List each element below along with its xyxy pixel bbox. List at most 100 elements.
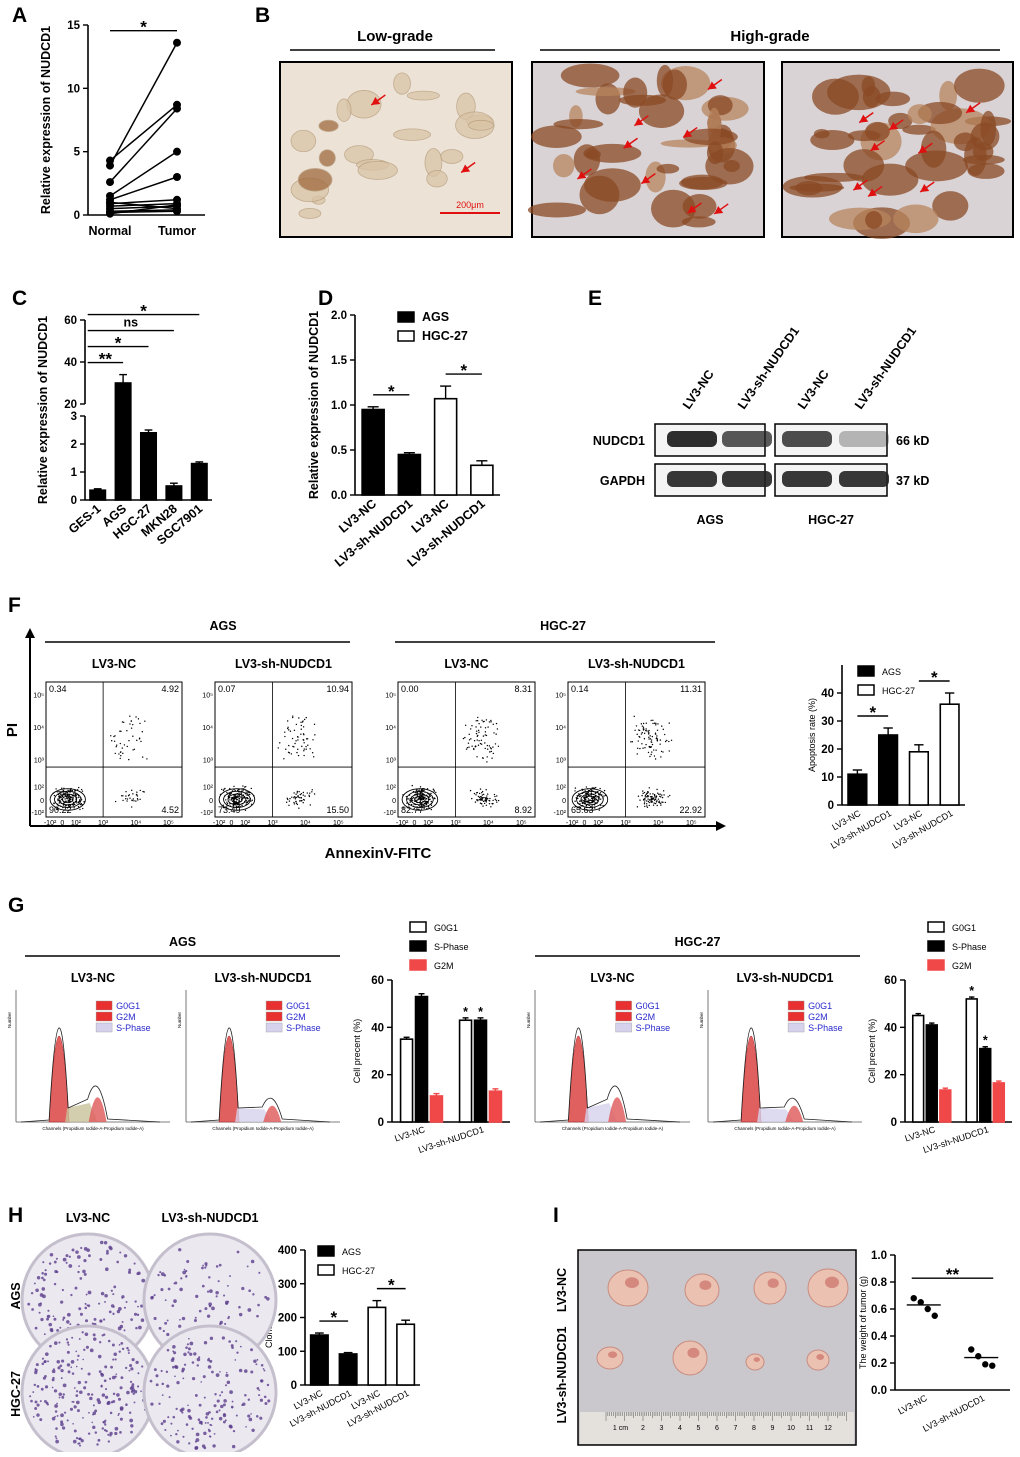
arrow-head [641, 175, 651, 184]
cell-label: AGS [696, 513, 723, 527]
colony [103, 1379, 107, 1383]
event [484, 747, 486, 750]
colony [238, 1368, 243, 1373]
event [486, 744, 489, 747]
event [631, 741, 634, 743]
event [298, 807, 300, 809]
colony [119, 1406, 124, 1411]
event [583, 796, 585, 798]
event [496, 801, 498, 803]
tissue [683, 128, 738, 146]
colony [162, 1329, 165, 1333]
tissue [336, 98, 352, 122]
flow-tick-label: 10⁴ [653, 820, 664, 827]
colony [103, 1240, 108, 1245]
tumor [745, 1353, 765, 1371]
legend-swatch [397, 311, 415, 323]
colony [183, 1268, 186, 1271]
event [135, 716, 137, 718]
event [423, 807, 425, 809]
colony [47, 1360, 49, 1363]
colony [72, 1400, 75, 1403]
event [644, 805, 646, 808]
event [649, 799, 651, 801]
event [146, 758, 148, 760]
colony [231, 1406, 234, 1409]
event [123, 744, 126, 746]
legend-swatch [397, 330, 415, 342]
event [653, 749, 655, 751]
hist-y-label: Number [699, 1012, 704, 1029]
y-tick-label: 60 [884, 975, 897, 987]
colony [251, 1428, 255, 1433]
contour [227, 793, 247, 806]
event [126, 745, 128, 748]
colony [209, 1435, 212, 1438]
y-tick-label: 0 [291, 1380, 297, 1392]
event [74, 790, 76, 792]
event [69, 797, 72, 799]
colony [97, 1400, 102, 1405]
colony [201, 1284, 205, 1288]
event [418, 804, 420, 807]
event [420, 799, 422, 801]
x-tick-label: Tumor [158, 224, 196, 238]
blot-band [782, 471, 832, 487]
event [492, 746, 494, 748]
colony [104, 1395, 109, 1399]
point [106, 209, 114, 218]
colony [232, 1429, 236, 1433]
colony [219, 1371, 221, 1373]
colony [44, 1374, 47, 1378]
colony [198, 1403, 202, 1407]
colony [83, 1348, 86, 1352]
colony [112, 1400, 116, 1403]
event [115, 746, 117, 748]
colony [204, 1307, 208, 1311]
event [469, 728, 472, 730]
event [595, 797, 597, 799]
colony [264, 1402, 268, 1406]
event [642, 726, 645, 728]
event [285, 748, 287, 750]
colony [151, 1295, 154, 1299]
lane-label: LV3-sh-NUDCD1 [852, 324, 919, 412]
colony [207, 1422, 209, 1424]
tissue [579, 175, 620, 215]
colony [191, 1427, 194, 1430]
event [295, 800, 297, 803]
event [481, 719, 483, 721]
colony [108, 1400, 110, 1403]
colony [40, 1317, 44, 1322]
colony [150, 1402, 154, 1406]
event [419, 794, 421, 796]
event [419, 796, 422, 799]
colony [239, 1345, 242, 1348]
flow-tick-label: 10⁵ [202, 693, 213, 700]
colony [100, 1372, 103, 1376]
colony [85, 1293, 88, 1296]
event [659, 793, 661, 795]
tissue [318, 149, 336, 167]
event [645, 793, 648, 795]
event [250, 803, 253, 805]
colony [215, 1410, 219, 1414]
tissue [297, 168, 333, 192]
event [305, 716, 307, 719]
event [670, 739, 673, 741]
arrow-head [714, 205, 724, 214]
event [486, 761, 488, 763]
event [580, 794, 582, 797]
colony [84, 1332, 89, 1337]
y-tick-label: 40 [821, 688, 834, 700]
event [659, 743, 661, 745]
legend-label: G2M [116, 1012, 136, 1022]
y-tick-label: 3 [71, 411, 77, 423]
event [585, 786, 588, 788]
colony [245, 1425, 247, 1428]
arrow-head [623, 140, 633, 149]
event [110, 735, 112, 737]
colony [259, 1398, 264, 1402]
event [664, 740, 667, 743]
significance-label: * [388, 1276, 395, 1295]
